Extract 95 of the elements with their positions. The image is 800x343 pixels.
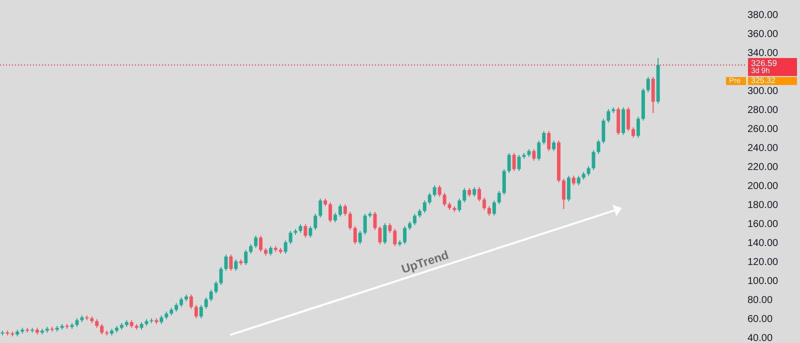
candlestick [234, 258, 238, 272]
candlestick [204, 296, 208, 310]
candlestick [343, 204, 347, 216]
candlestick [626, 106, 630, 132]
candlestick [542, 130, 546, 145]
candlestick [388, 222, 392, 234]
candlestick [412, 213, 416, 226]
candlestick [308, 226, 312, 238]
candlestick [458, 198, 462, 212]
y-tick-label: 60.00 [748, 314, 773, 325]
candlestick [492, 200, 496, 216]
y-tick-label: 180.00 [748, 200, 779, 211]
y-tick-label: 160.00 [748, 218, 779, 230]
candlestick [194, 304, 198, 319]
candlestick [180, 296, 184, 308]
candlestick [562, 178, 566, 210]
candlestick [100, 323, 104, 335]
candlestick [646, 76, 650, 93]
candlestick [517, 154, 521, 172]
candlestick [482, 197, 486, 210]
candlestick [328, 202, 332, 223]
candlestick [592, 150, 596, 171]
candlestick [254, 235, 258, 248]
y-tick-label: 260.00 [748, 124, 779, 135]
candlestick [363, 213, 367, 236]
candlestick [616, 106, 620, 136]
candlestick [189, 294, 193, 310]
candlestick [422, 200, 426, 214]
candlestick [393, 228, 397, 247]
candlestick [651, 76, 655, 114]
candlestick [622, 106, 626, 136]
candlestick [259, 235, 262, 252]
candlestick [249, 244, 253, 254]
y-tick-label: 80.00 [748, 294, 773, 306]
candlestick [537, 140, 541, 162]
candlestick [428, 192, 432, 205]
y-tick-label: 300.00 [748, 86, 779, 97]
candlestick [632, 126, 635, 138]
candlestick [284, 240, 288, 254]
candlestick [229, 254, 233, 272]
candlestick [244, 249, 248, 266]
candlestick [353, 226, 357, 245]
candlestick [209, 289, 213, 302]
candlestick [214, 280, 218, 294]
candlestick [373, 211, 377, 230]
y-tick-label: 280.00 [748, 104, 779, 116]
candlestick [606, 108, 610, 124]
candlestick [547, 130, 551, 152]
candlestick [487, 206, 491, 216]
candlestick [358, 230, 362, 245]
candlestick [532, 148, 536, 162]
candlestick [338, 204, 342, 218]
y-tick-label: 140.00 [748, 238, 779, 249]
candlestick [497, 190, 501, 205]
text: 325.32 [751, 76, 776, 85]
candlestick [378, 226, 382, 245]
candlestick [318, 198, 322, 218]
candlestick [314, 213, 318, 230]
candlestick [432, 184, 436, 198]
candlestick [478, 186, 482, 202]
candlestick [472, 186, 476, 198]
candlestick [502, 168, 506, 196]
candlestick [572, 175, 576, 186]
candlestick [462, 188, 466, 203]
candlestick [304, 224, 308, 238]
candlestick [438, 184, 442, 198]
candlestick [596, 139, 600, 154]
candlestick [566, 175, 570, 202]
candlestick [586, 166, 590, 176]
candlestick [268, 246, 272, 256]
y-tick-label: 100.00 [748, 276, 779, 287]
candlestick [512, 152, 516, 172]
y-tick-label: 200.00 [748, 180, 779, 192]
candlestick [219, 266, 223, 286]
candlestick [403, 226, 407, 245]
candlestick [334, 212, 337, 223]
candlestick [383, 222, 387, 245]
candlestick [552, 140, 556, 152]
candlestick [224, 254, 228, 272]
y-tick-label: 240.00 [748, 142, 779, 154]
ref-line-label: 326.59 [751, 58, 778, 68]
y-tick-label: 220.00 [748, 162, 779, 173]
candlestick [442, 192, 446, 207]
y-tick-label: 120.00 [748, 256, 779, 268]
y-tick-label: 380.00 [748, 10, 779, 21]
y-tick-label: 40.00 [748, 332, 773, 343]
candlestick [507, 152, 511, 174]
candlestick [288, 230, 292, 245]
y-tick-label: 340.00 [748, 48, 779, 59]
candlestick [348, 211, 352, 230]
candlestick [576, 175, 580, 186]
candlestick [199, 304, 203, 319]
y-tick-label: 360.00 [748, 28, 779, 40]
candlestick [636, 116, 640, 138]
candlestick [602, 118, 606, 144]
